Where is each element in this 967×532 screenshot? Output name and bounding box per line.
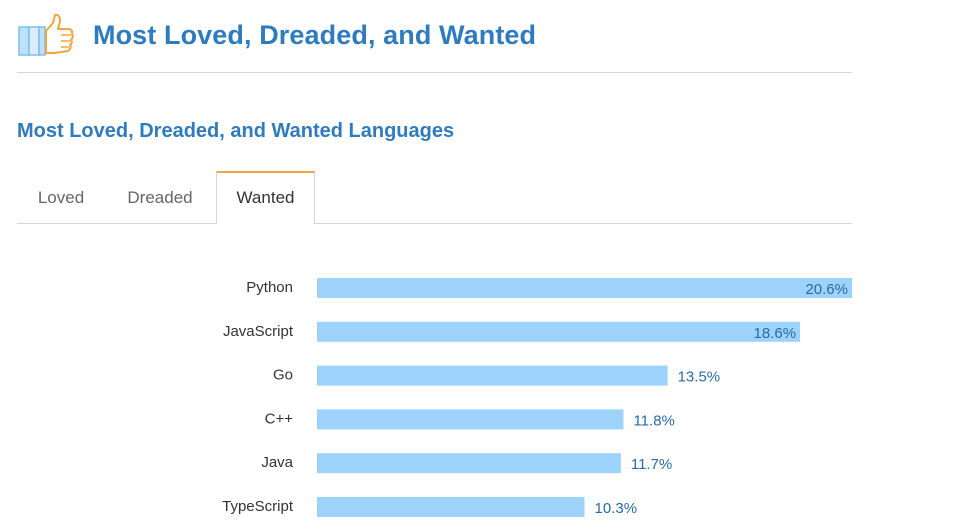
bar[interactable] (317, 321, 801, 342)
value-label: 18.6% (754, 325, 797, 342)
category-label: C++ (265, 410, 294, 427)
tab-dreaded[interactable]: Dreaded (127, 188, 193, 207)
bar[interactable] (317, 453, 621, 474)
category-label: Java (261, 454, 293, 471)
bar[interactable] (317, 278, 852, 298)
value-label: 11.8% (633, 412, 674, 429)
wanted-languages-chart: Python 20.6% JavaScript 18.6% Go 13.5% C++ 11.8… (222, 278, 852, 517)
tab-loved[interactable]: Loved (37, 188, 85, 207)
thumbs-up-icon (18, 13, 74, 56)
page-title: Most Loved, Dreaded, and Wanted (93, 20, 537, 50)
category-label: JavaScript (223, 323, 294, 340)
value-label: 20.6% (805, 281, 848, 298)
value-label: 11.7% (631, 456, 672, 473)
page-header: Most Loved, Dreaded, and Wanted (17, 10, 852, 73)
bar[interactable] (317, 365, 668, 386)
bar[interactable] (317, 497, 585, 517)
value-label: 13.5% (678, 369, 721, 386)
section-title: Most Loved, Dreaded, and Wanted Language… (17, 120, 455, 142)
category-label: TypeScript (222, 498, 294, 515)
category-label: Go (273, 367, 293, 384)
value-label: 10.3% (595, 500, 638, 517)
tab-bar: Loved Dreaded Wanted (17, 171, 852, 224)
category-label: Python (246, 279, 293, 296)
tab-wanted[interactable]: Wanted (216, 171, 315, 224)
bar[interactable] (317, 409, 624, 430)
